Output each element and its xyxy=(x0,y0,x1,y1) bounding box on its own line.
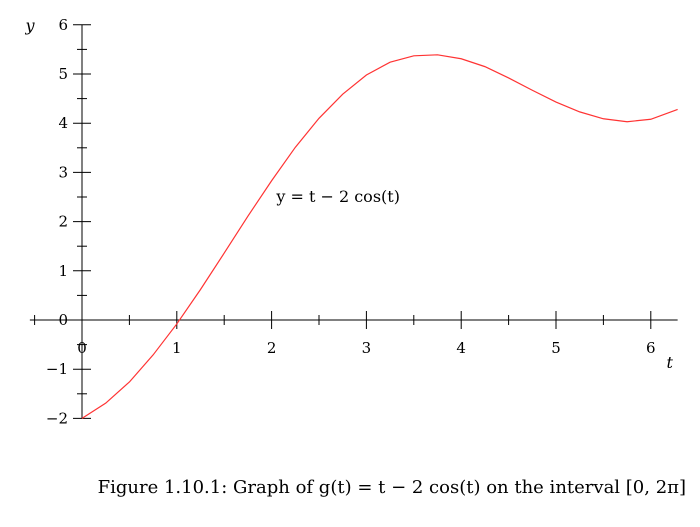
tick-labels: 0 1 2 3 4 5 6 −2 −1 1 2 3 4 5 6 0 xyxy=(46,16,656,428)
curve-annotation: y = t − 2 cos(t) xyxy=(275,187,400,206)
x-tick-label: 2 xyxy=(267,339,277,357)
y-tick-label: 4 xyxy=(58,114,68,132)
series-line xyxy=(81,54,678,419)
x-tick-label: 3 xyxy=(362,339,372,357)
y-tick-label: 0 xyxy=(58,311,68,329)
y-tick-label: −2 xyxy=(46,409,68,427)
x-tick-label: 6 xyxy=(646,339,656,357)
y-tick-label: −1 xyxy=(46,360,68,378)
x-tick-label: 1 xyxy=(172,339,182,357)
y-tick-label: 1 xyxy=(58,262,68,280)
axis-ticks xyxy=(34,24,652,419)
y-axis-label: y xyxy=(24,16,35,35)
plot-area: 0 1 2 3 4 5 6 −2 −1 1 2 3 4 5 6 0 t y y = t − 2 cos(t) xyxy=(24,16,678,428)
figure-caption: Figure 1.10.1: Graph of g(t) = t − 2 cos… xyxy=(97,477,686,498)
x-axis-label: t xyxy=(667,353,674,372)
y-tick-label: 6 xyxy=(58,16,68,34)
x-tick-label: 5 xyxy=(551,339,561,357)
y-tick-label: 3 xyxy=(58,163,68,181)
x-tick-label: 4 xyxy=(456,339,466,357)
y-tick-label: 2 xyxy=(58,213,68,231)
x-tick-label: 0 xyxy=(77,339,87,357)
y-tick-label: 5 xyxy=(58,65,68,83)
